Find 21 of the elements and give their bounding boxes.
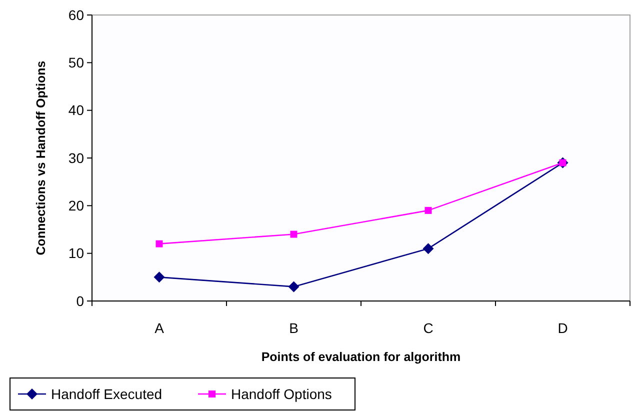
x-axis-title: Points of evaluation for algorithm xyxy=(261,350,461,364)
y-tick-label: 40 xyxy=(68,102,84,118)
legend-label: Handoff Options xyxy=(231,386,332,402)
x-tick-label: C xyxy=(423,320,434,336)
y-tick-label: 60 xyxy=(68,6,84,23)
y-tick-label: 20 xyxy=(68,198,84,214)
y-tick-label: 0 xyxy=(76,292,84,309)
point xyxy=(290,230,298,238)
x-tick-label: D xyxy=(558,320,568,336)
x-tick-label: B xyxy=(289,320,298,336)
y-tick-label: 50 xyxy=(68,54,84,71)
point xyxy=(422,243,434,254)
point xyxy=(156,240,163,248)
point xyxy=(424,206,432,214)
y-tick-label: 30 xyxy=(68,150,84,166)
y-axis-title: Connections vs Handoff Options xyxy=(34,60,48,256)
y-tick-label: 10 xyxy=(68,245,84,262)
point xyxy=(288,281,300,292)
x-tick-label: A xyxy=(154,320,165,336)
point xyxy=(154,272,165,283)
legend-label: Handoff Executed xyxy=(51,386,162,402)
